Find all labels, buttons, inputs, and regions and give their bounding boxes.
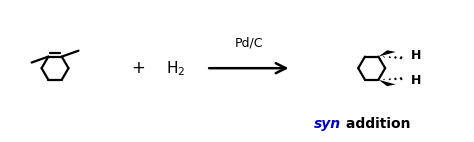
Text: addition: addition — [341, 117, 410, 131]
Polygon shape — [378, 50, 396, 57]
Text: H$_2$: H$_2$ — [166, 59, 185, 78]
Text: +: + — [131, 59, 145, 77]
Text: H: H — [410, 74, 421, 87]
Text: H: H — [410, 49, 421, 62]
Text: syn: syn — [314, 117, 341, 131]
Polygon shape — [378, 80, 396, 86]
Text: Pd/C: Pd/C — [235, 36, 263, 49]
